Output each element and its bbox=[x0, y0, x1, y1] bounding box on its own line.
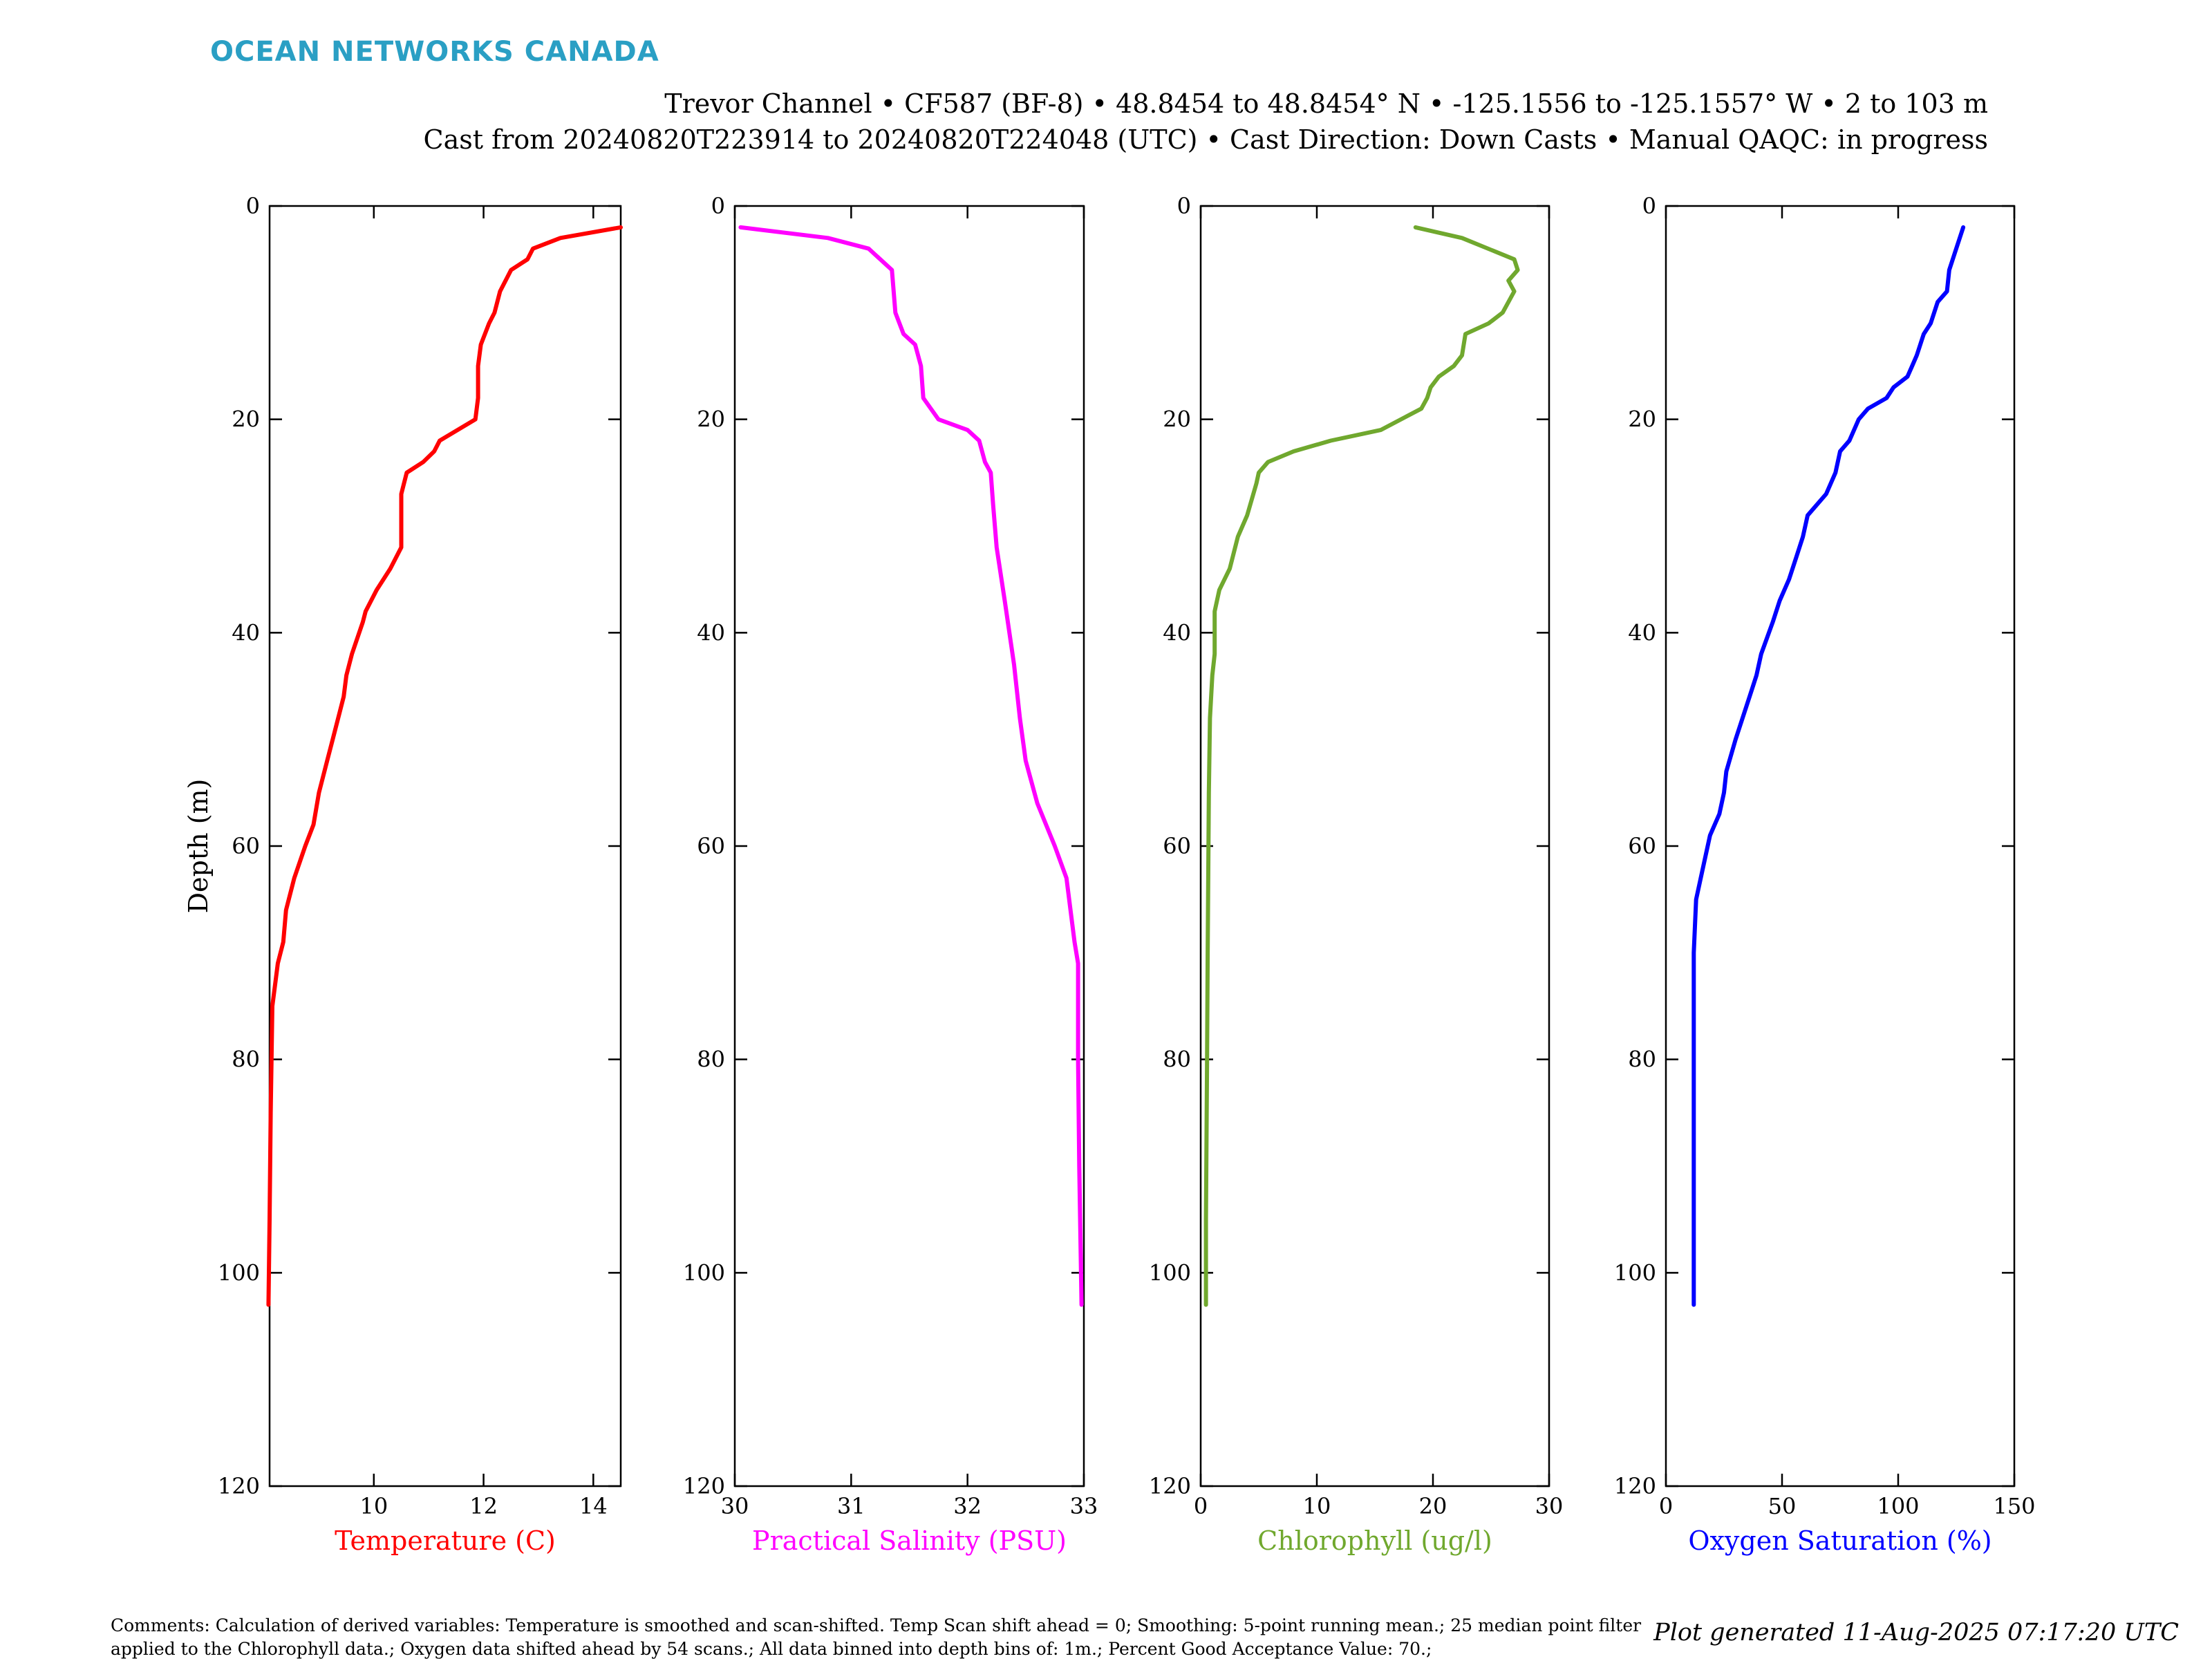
panel-3-ytick-label: 80 bbox=[1163, 1047, 1191, 1073]
panel-4-xtick-label: 100 bbox=[1877, 1493, 1919, 1519]
panel-2-xlabel: Practical Salinity (PSU) bbox=[752, 1526, 1067, 1556]
panel-1-ytick-label: 80 bbox=[232, 1047, 260, 1073]
panel-2-ytick-label: 60 bbox=[697, 833, 725, 859]
panel-1-ylabel: Depth (m) bbox=[183, 779, 214, 914]
panel-3-ytick-label: 100 bbox=[1149, 1259, 1191, 1286]
panel-4-frame bbox=[1665, 205, 2016, 1488]
panel-1-xtick-label: 10 bbox=[359, 1493, 388, 1519]
panel-3-ytick-label: 60 bbox=[1163, 833, 1191, 859]
panel-4-ytick-label: 60 bbox=[1628, 833, 1656, 859]
panel-3-xtick-label: 0 bbox=[1194, 1493, 1208, 1519]
panel-2-ytick-label: 20 bbox=[697, 406, 725, 433]
panel-3-xtick-label: 10 bbox=[1303, 1493, 1331, 1519]
panel-1-ytick-label: 0 bbox=[246, 193, 260, 219]
panel-2-frame bbox=[733, 205, 1085, 1488]
panel-4-series-line bbox=[1691, 225, 1966, 1307]
panel-3-frame bbox=[1199, 205, 1550, 1488]
panel-1-ytick-label: 60 bbox=[232, 833, 260, 859]
panel-2-series-line bbox=[738, 225, 1084, 1307]
panel-4-ytick-label: 120 bbox=[1614, 1473, 1656, 1499]
panel-3-xtick-label: 30 bbox=[1535, 1493, 1564, 1519]
panel-2-ytick-label: 0 bbox=[711, 193, 725, 219]
panel-4-xlabel: Oxygen Saturation (%) bbox=[1688, 1526, 1991, 1556]
panel-3-ytick-label: 0 bbox=[1177, 193, 1191, 219]
panel-1-ytick-label: 20 bbox=[232, 406, 260, 433]
panel-1-frame bbox=[268, 205, 622, 1488]
panel-2-xtick-label: 33 bbox=[1070, 1493, 1098, 1519]
panel-4-ytick-label: 0 bbox=[1642, 193, 1656, 219]
panel-2-ytick-label: 120 bbox=[683, 1473, 725, 1499]
panel-1-xtick-label: 12 bbox=[469, 1493, 498, 1519]
panel-4-xtick-label: 50 bbox=[1768, 1493, 1797, 1519]
panel-3-series-line bbox=[1203, 225, 1520, 1307]
panel-2-ytick-label: 80 bbox=[697, 1047, 725, 1073]
panel-4-ytick-label: 40 bbox=[1628, 619, 1656, 646]
panel-4-xtick-label: 0 bbox=[1659, 1493, 1673, 1519]
panel-2-xtick-label: 30 bbox=[721, 1493, 749, 1519]
comments-text: Comments: Calculation of derived variabl… bbox=[111, 1615, 1642, 1659]
logo: OCEAN NETWORKS CANADA bbox=[210, 36, 659, 68]
panel-1-series-line bbox=[266, 225, 623, 1307]
generated-timestamp: Plot generated 11-Aug-2025 07:17:20 UTC bbox=[1653, 1619, 2179, 1646]
panel-1-xlabel: Temperature (C) bbox=[335, 1526, 556, 1556]
panel-2-xtick-label: 31 bbox=[837, 1493, 865, 1519]
panel-3-ytick-label: 120 bbox=[1149, 1473, 1191, 1499]
panel-3-ytick-label: 20 bbox=[1163, 406, 1191, 433]
panel-1-xtick-label: 14 bbox=[579, 1493, 608, 1519]
panel-1-ytick-label: 40 bbox=[232, 619, 260, 646]
panel-3-xlabel: Chlorophyll (ug/l) bbox=[1257, 1526, 1492, 1556]
panel-1-ytick-label: 100 bbox=[218, 1259, 260, 1286]
panel-2-xtick-label: 32 bbox=[953, 1493, 982, 1519]
panel-3-ytick-label: 40 bbox=[1163, 619, 1191, 646]
panel-4-ytick-label: 100 bbox=[1614, 1259, 1656, 1286]
panel-2-ytick-label: 100 bbox=[683, 1259, 725, 1286]
panel-4-ytick-label: 80 bbox=[1628, 1047, 1656, 1073]
panel-1-ytick-label: 120 bbox=[218, 1473, 260, 1499]
panel-2-ytick-label: 40 bbox=[697, 619, 725, 646]
panel-4-ytick-label: 20 bbox=[1628, 406, 1656, 433]
title-line-1: Trevor Channel • CF587 (BF-8) • 48.8454 … bbox=[664, 88, 1988, 119]
title-line-2: Cast from 20240820T223914 to 20240820T22… bbox=[423, 124, 1988, 155]
panel-4-xtick-label: 150 bbox=[1993, 1493, 2035, 1519]
panel-3-xtick-label: 20 bbox=[1419, 1493, 1447, 1519]
